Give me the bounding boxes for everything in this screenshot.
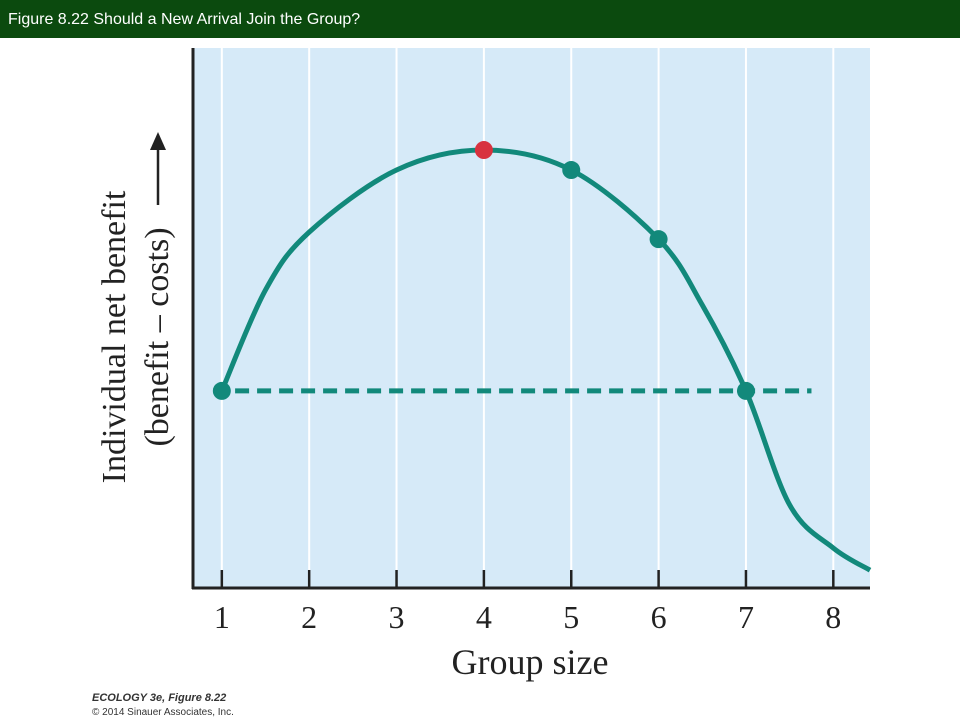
footer-source: ECOLOGY 3e, Figure 8.22: [92, 692, 226, 704]
data-point: [649, 230, 668, 249]
plot-area: [193, 48, 870, 588]
ticks: 1 2 3 4 5 6 7 8: [214, 570, 841, 635]
y-axis-label: (benefit – costs): [139, 227, 176, 446]
x-tick-label: 4: [476, 599, 492, 635]
x-tick-label: 3: [389, 599, 405, 635]
x-tick-label: 7: [738, 599, 754, 635]
data-point: [736, 381, 755, 400]
x-tick-label: 1: [214, 599, 230, 635]
grid: [220, 48, 835, 588]
x-tick-label: 5: [563, 599, 579, 635]
data-point: [562, 161, 581, 180]
marks: [212, 141, 872, 573]
header-bar: [0, 0, 960, 38]
x-tick-label: 2: [301, 599, 317, 635]
x-tick-label: 8: [825, 599, 841, 635]
footer-copyright: © 2014 Sinauer Associates, Inc.: [92, 707, 234, 718]
curve: [219, 147, 872, 573]
y-arrow-head: [150, 132, 166, 150]
y-axis-label: Individual net benefit: [96, 190, 133, 483]
header-title: Figure 8.22 Should a New Arrival Join th…: [8, 11, 360, 28]
data-point: [474, 141, 493, 160]
x-tick-label: 6: [651, 599, 667, 635]
x-axis-label: Group size: [452, 642, 609, 682]
data-point: [212, 381, 231, 400]
